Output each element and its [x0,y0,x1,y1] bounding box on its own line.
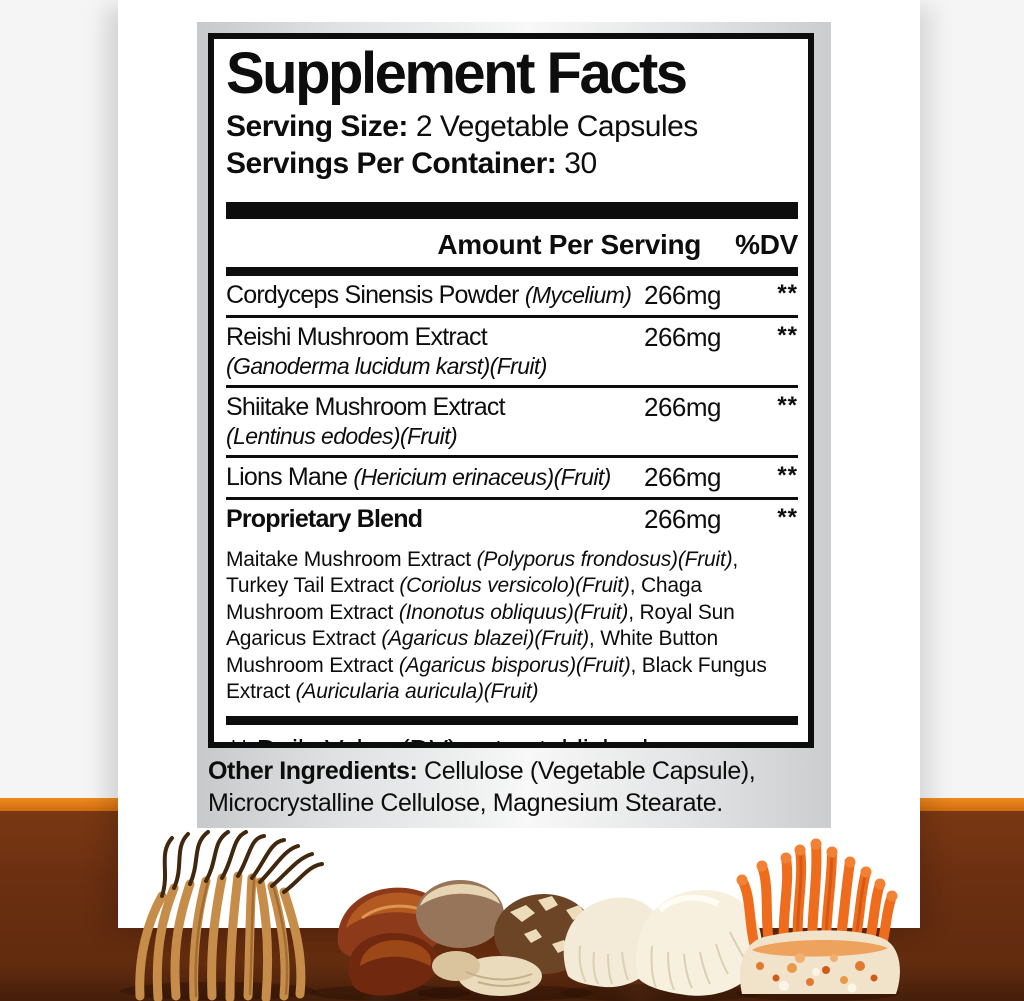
servings-per-container-line: Servings Per Container: 30 [226,146,798,183]
dv-header: %DV [735,229,798,261]
other-ingredients-value: Cellulose (Vegetable Capsule), Microcrys… [208,757,756,817]
amount-value: 266mg [644,392,722,423]
table-row-shiitake: Shiitake Mushroom Extract (Lentinus edode… [226,385,798,455]
serving-size-line: Serving Size: 2 Vegetable Capsules [226,109,798,146]
ingredient-name: Cordyceps Sinensis Powder (Mycelium) [226,281,632,310]
ingredient-rows: Cordyceps Sinensis Powder (Mycelium) 266… [226,276,798,539]
amount-value: 266mg [644,322,722,353]
serving-size-value: 2 Vegetable Capsules [415,110,698,143]
latin-name: (Lentinus edodes)(Fruit) [226,423,458,450]
amount-value: 266mg [644,461,722,492]
servings-per-container-value: 30 [564,146,597,180]
servings-per-container-label: Servings Per Container: [226,146,557,180]
thick-divider-footnote [226,715,798,725]
amount-per-serving-header: Amount Per Serving [437,229,702,261]
table-row-proprietary-blend: Proprietary Blend 266mg ** [226,496,798,539]
serving-size-label: Serving Size: [226,110,408,143]
table-row-cordyceps: Cordyceps Sinensis Powder (Mycelium) 266… [226,276,798,315]
other-ingredients-label: Other Ingredients: [208,757,418,785]
latin-name: (Mycelium) [524,282,632,309]
table-row-reishi: Reishi Mushroom Extract (Ganoderma lucidu… [226,315,798,385]
cordyceps-sinensis-photo [135,830,324,1001]
label-card: Supplement Facts Serving Size: 2 Vegetabl… [118,0,920,928]
table-row-lions-mane: Lions Mane (Hericium erinaceus)(Fruit) 2… [226,454,798,497]
ingredient-name: Proprietary Blend [226,504,423,533]
dv-value: ** [777,461,798,489]
thick-divider-header [226,267,798,277]
supplement-facts-box: Supplement Facts Serving Size: 2 Vegetabl… [208,33,814,748]
dv-value: ** [777,280,798,308]
dv-value: ** [777,503,798,531]
mushroom-photos [120,830,900,1001]
facts-title: Supplement Facts [226,41,688,106]
thick-divider-top [226,202,798,220]
ingredient-name: Lions Mane (Hericium erinaceus)(Fruit) [226,462,611,491]
dv-value: ** [777,392,798,420]
ingredient-name: Shiitake Mushroom Extract (Lentinus edode… [226,393,644,450]
other-ingredients: Other Ingredients: Cellulose (Vegetable … [208,756,828,819]
amount-value: 266mg [644,503,722,534]
daily-value-footnote: ** Daily Value (DV) not established [226,725,798,742]
amount-value: 266mg [644,280,722,311]
facts-header-row: Amount Per Serving %DV [226,219,798,267]
cordyceps-militaris-photo [736,838,900,994]
reishi-photo [337,887,448,996]
ingredient-name: Reishi Mushroom Extract (Ganoderma lucidu… [226,323,644,380]
latin-name: (Hericium erinaceus)(Fruit) [353,463,611,490]
dv-value: ** [777,322,798,350]
latin-name: (Ganoderma lucidum karst)(Fruit) [226,353,547,380]
proprietary-blend-description: Maitake Mushroom Extract (Polyporus fron… [226,548,767,704]
